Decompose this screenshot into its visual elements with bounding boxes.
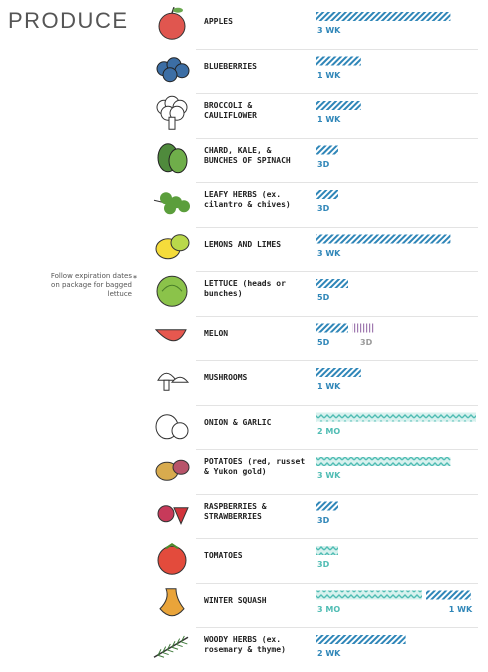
produce-label: WINTER SQUASH xyxy=(204,595,267,605)
broccoli-icon xyxy=(156,95,188,130)
duration-label: 5D xyxy=(317,337,330,347)
produce-label: APPLES xyxy=(204,17,233,27)
onion-icon xyxy=(155,414,189,440)
row-divider xyxy=(196,271,478,272)
duration-label: 3 WK xyxy=(317,26,341,35)
greens-icon xyxy=(157,143,188,174)
duration-label: 1 WK xyxy=(317,115,341,124)
shelf-life-bar xyxy=(316,412,476,422)
shelf-life-bar xyxy=(316,501,338,511)
produce-label: ONION & GARLIC xyxy=(204,417,272,427)
duration-label: 2 MO xyxy=(317,426,341,436)
mushroom-icon xyxy=(157,372,190,391)
shelf-life-bar xyxy=(352,323,374,333)
shelf-life-bar xyxy=(316,368,361,377)
blueberries-icon xyxy=(156,57,190,83)
produce-label: BLUEBERRIES xyxy=(204,61,257,71)
footnote-asterisk: * xyxy=(133,274,137,283)
row-divider xyxy=(196,538,478,539)
shelf-life-bar xyxy=(316,457,451,466)
row-divider xyxy=(196,627,478,628)
row-divider xyxy=(196,137,478,139)
produce-label: WOODY HERBS (ex. rosemary & thyme) xyxy=(204,635,286,655)
duration-label: 3D xyxy=(360,337,373,347)
row-divider xyxy=(196,404,478,406)
row-divider xyxy=(196,582,478,584)
shelf-life-bar xyxy=(316,190,338,199)
produce-label: RASPBERRIES & STRAWBERRIES xyxy=(204,501,267,521)
produce-label: MELON xyxy=(204,328,229,338)
duration-label: 1 WK xyxy=(317,70,341,80)
shelf-life-bar xyxy=(316,101,361,110)
lettuce-icon xyxy=(156,275,188,307)
shelf-life-bar xyxy=(316,635,406,644)
shelf-life-bar xyxy=(316,279,348,288)
duration-label: 3 WK xyxy=(317,248,341,258)
duration-label: 3D xyxy=(317,159,330,169)
duration-label: 3D xyxy=(317,204,330,213)
shelf-life-bar xyxy=(316,546,338,555)
duration-label: 3D xyxy=(317,515,330,525)
duration-label: 1 WK xyxy=(448,604,473,614)
woody-herbs-icon xyxy=(153,635,189,658)
row-divider xyxy=(196,449,478,450)
apple-icon xyxy=(158,7,186,40)
row-divider xyxy=(196,315,478,317)
squash-icon xyxy=(159,588,185,617)
row-divider xyxy=(196,182,478,183)
produce-label: LEAFY HERBS (ex. cilantro & chives) xyxy=(204,190,291,210)
produce-label: TOMATOES xyxy=(204,551,243,561)
row-divider xyxy=(196,93,478,94)
potato-icon xyxy=(155,459,190,481)
duration-label: 2 WK xyxy=(317,649,341,658)
shelf-life-bar xyxy=(316,234,451,244)
row-divider xyxy=(196,493,478,495)
duration-label: 1 WK xyxy=(317,382,341,391)
melon-icon xyxy=(154,329,187,342)
produce-label: CHARD, KALE, & BUNCHES OF SPINACH xyxy=(204,145,291,165)
duration-label: 3 MO xyxy=(317,604,341,614)
produce-label: BROCCOLI & CAULIFLOWER xyxy=(204,101,257,121)
produce-label: MUSHROOMS xyxy=(204,373,248,383)
lemon-icon xyxy=(155,234,190,260)
row-divider xyxy=(196,48,478,50)
shelf-life-bar xyxy=(316,145,338,155)
tomato-icon xyxy=(157,543,187,575)
page-title: PRODUCE xyxy=(8,8,129,33)
shelf-life-bar xyxy=(316,12,451,21)
berries-icon xyxy=(157,505,189,525)
produce-label: POTATOES (red, russet & Yukon gold) xyxy=(204,457,306,477)
herbs-icon xyxy=(153,192,190,215)
shelf-life-bar xyxy=(426,590,471,600)
lettuce-footnote: Follow expiration dates on package for b… xyxy=(50,272,132,298)
shelf-life-bar xyxy=(316,323,348,333)
duration-label: 3D xyxy=(317,560,330,569)
duration-label: 3 WK xyxy=(317,471,341,480)
row-divider xyxy=(196,226,478,228)
duration-label: 5D xyxy=(317,293,330,302)
shelf-life-bar xyxy=(316,56,361,66)
produce-label: LEMONS AND LIMES xyxy=(204,239,282,249)
row-divider xyxy=(196,360,478,361)
shelf-life-bar xyxy=(316,590,422,600)
produce-label: LETTUCE (heads or bunches) xyxy=(204,279,286,299)
